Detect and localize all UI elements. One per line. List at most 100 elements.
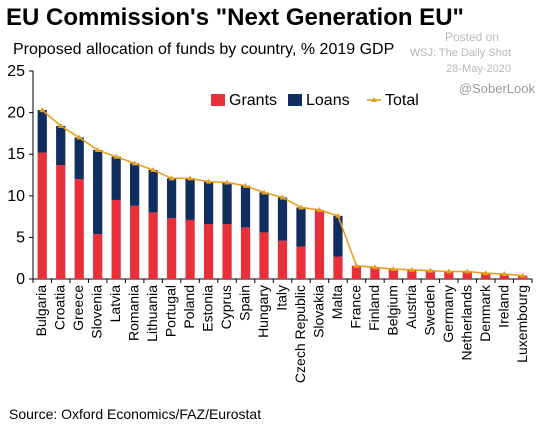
bar-loans-italy xyxy=(277,197,288,241)
x-tick-label-ireland: Ireland xyxy=(495,285,511,328)
total-point-greece xyxy=(76,134,83,140)
total-point-italy xyxy=(279,194,286,200)
watermark-site: WSJ: The Daily Shot xyxy=(409,47,511,59)
x-tick-label-sweden: Sweden xyxy=(421,285,437,336)
bar-grants-malta xyxy=(333,256,343,279)
legend: Grants Loans Total xyxy=(211,92,419,109)
bar-grants-ireland xyxy=(499,274,509,279)
total-point-estonia xyxy=(205,178,212,184)
bar-grants-cyprus xyxy=(222,224,232,279)
total-point-romania xyxy=(131,160,138,166)
total-point-lithuania xyxy=(150,167,157,173)
total-point-luxembourg xyxy=(519,272,526,278)
y-tick-label: 20 xyxy=(7,105,25,122)
total-point-latvia xyxy=(113,153,120,159)
bar-loans-bulgaria xyxy=(37,110,47,153)
source-note: Source: Oxford Economics/FAZ/Eurostat xyxy=(9,406,262,422)
x-tick-label-romania: Romania xyxy=(126,285,142,341)
total-point-bulgaria xyxy=(39,107,46,113)
bar-grants-hungary xyxy=(259,232,269,279)
bar-grants-denmark xyxy=(481,273,491,279)
x-tick-label-latvia: Latvia xyxy=(107,285,123,323)
x-tick-label-croatia: Croatia xyxy=(52,285,68,330)
bar-grants-bulgaria xyxy=(37,152,47,279)
total-point-spain xyxy=(242,182,249,188)
bar-grants-estonia xyxy=(203,224,214,279)
total-point-sweden xyxy=(427,267,434,273)
bar-grants-slovenia xyxy=(93,234,103,279)
x-axis: Bulgaria Croatia Greece Slovenia Latvia Roman… xyxy=(32,278,533,383)
x-tick-label-finland: Finland xyxy=(366,285,382,331)
x-tick-label-cyprus: Cyprus xyxy=(218,285,234,329)
watermark-handle: @SoberLook xyxy=(458,81,535,96)
legend-label-loans: Loans xyxy=(306,92,350,109)
x-tick-label-poland: Poland xyxy=(181,285,197,329)
bar-loans-malta xyxy=(333,215,343,257)
total-point-malta xyxy=(334,212,341,218)
x-tick-label-austria: Austria xyxy=(403,285,419,329)
bar-grants-belgium xyxy=(388,269,399,279)
total-point-germany xyxy=(445,268,452,274)
bar-loans-greece xyxy=(74,137,84,180)
total-point-slovenia xyxy=(94,147,101,153)
x-tick-label-malta: Malta xyxy=(329,285,345,319)
bar-grants-greece xyxy=(74,179,84,279)
y-axis: 0 5 10 15 20 25 xyxy=(7,63,34,288)
bar-grants-lithuania xyxy=(148,212,158,279)
bar-grants-slovakia xyxy=(314,209,325,279)
bar-grants-netherlands xyxy=(462,271,472,279)
total-point-poland xyxy=(187,175,194,181)
bar-loans-hungary xyxy=(259,192,269,233)
bar-loans-spain xyxy=(240,185,251,228)
x-tick-label-germany: Germany xyxy=(440,285,456,343)
x-tick-label-slovakia: Slovakia xyxy=(310,285,326,338)
total-point-hungary xyxy=(261,189,268,195)
bar-grants-germany xyxy=(444,271,454,279)
watermark: Posted on WSJ: The Daily Shot 28-May-202… xyxy=(410,31,511,76)
y-tick-label: 0 xyxy=(16,271,25,288)
total-line xyxy=(39,107,526,278)
x-tick-label-italy: Italy xyxy=(274,285,290,311)
bar-grants-austria xyxy=(407,269,417,279)
x-tick-label-portugal: Portugal xyxy=(163,285,179,337)
bar-grants-spain xyxy=(240,227,251,279)
y-tick-label: 15 xyxy=(7,146,25,163)
bar-grants-croatia xyxy=(56,165,66,279)
bar-loans-latvia xyxy=(111,156,121,200)
x-tick-label-netherlands: Netherlands xyxy=(458,285,474,361)
bar-loans-slovenia xyxy=(93,150,103,235)
bar-grants-finland xyxy=(370,267,380,279)
x-tick-label-france: France xyxy=(347,285,363,329)
total-point-croatia xyxy=(57,122,64,128)
total-point-france xyxy=(353,262,360,268)
legend-marker-total xyxy=(371,97,377,102)
total-point-belgium xyxy=(390,266,397,272)
bar-loans-romania xyxy=(130,163,140,206)
bar-grants-romania xyxy=(130,205,140,279)
legend-swatch-loans xyxy=(288,94,302,106)
legend-label-grants: Grants xyxy=(229,92,277,109)
total-point-czech-republic xyxy=(297,204,304,210)
total-point-ireland xyxy=(501,271,508,277)
bar-loans-cyprus xyxy=(222,182,232,225)
y-tick-label: 25 xyxy=(7,63,25,80)
bar-loans-croatia xyxy=(56,125,66,166)
bars xyxy=(37,110,528,279)
bar-grants-poland xyxy=(185,219,195,279)
x-tick-label-belgium: Belgium xyxy=(384,285,400,336)
total-point-cyprus xyxy=(224,179,231,185)
x-tick-label-slovenia: Slovenia xyxy=(89,285,105,339)
bar-grants-portugal xyxy=(166,218,177,279)
watermark-date: 28-May-2020 xyxy=(446,63,511,75)
x-tick-label-czech-republic: Czech Republic xyxy=(292,285,308,383)
x-tick-label-greece: Greece xyxy=(70,285,86,331)
x-tick-label-denmark: Denmark xyxy=(477,284,493,342)
legend-label-total: Total xyxy=(385,92,419,109)
x-tick-label-luxembourg: Luxembourg xyxy=(514,285,530,363)
total-point-finland xyxy=(371,264,378,270)
bar-loans-czech-republic xyxy=(296,207,306,247)
y-tick-label: 5 xyxy=(16,229,25,246)
total-point-austria xyxy=(408,266,415,272)
x-tick-label-hungary: Hungary xyxy=(255,285,271,338)
